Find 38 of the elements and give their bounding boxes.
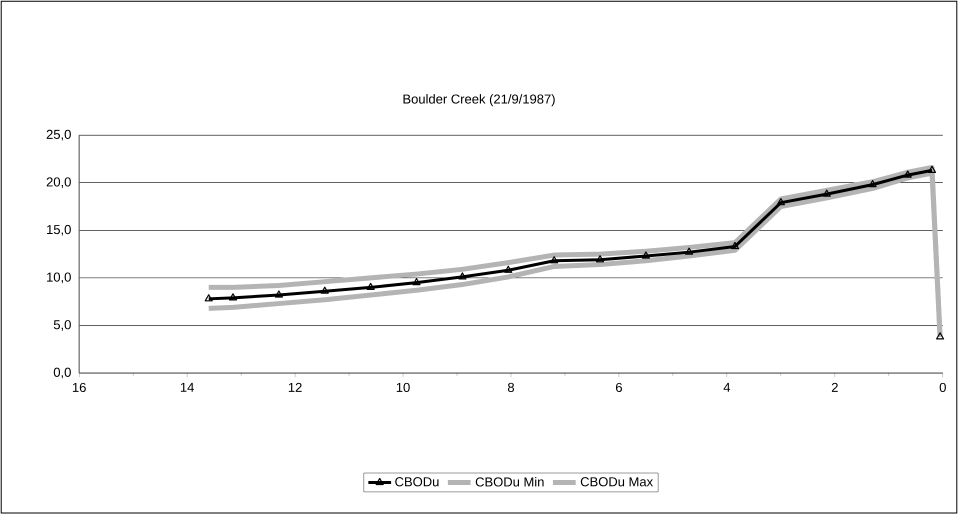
point	[504, 266, 512, 273]
y-tick-label: 25,0	[46, 130, 71, 140]
y-tick-label: 15,0	[47, 224, 71, 236]
x-tick-label: 12	[288, 382, 302, 392]
point	[412, 278, 421, 286]
y-tick-label: 5,0	[54, 320, 71, 331]
x-tick-label: 10	[396, 382, 410, 392]
point	[596, 255, 604, 262]
point	[274, 290, 283, 298]
point	[320, 286, 329, 294]
point	[776, 198, 785, 206]
point	[822, 189, 831, 197]
point	[366, 282, 375, 290]
x-tick-label: 6	[616, 382, 622, 392]
x-tick-label: 4	[724, 382, 730, 392]
point	[730, 242, 740, 249]
x-tick-label: 2	[832, 382, 838, 392]
point	[204, 294, 213, 302]
point	[868, 180, 877, 188]
legend-label: CBODu Min	[476, 476, 544, 486]
y-tick-label: 0,0	[54, 368, 71, 378]
point	[928, 166, 936, 173]
point	[904, 170, 912, 178]
chart-title: Boulder Creek (21/9/1987)	[404, 94, 555, 106]
x-tick-label: 8	[508, 382, 514, 392]
point	[936, 332, 944, 340]
y-tick-label: 20,0	[46, 177, 71, 188]
point	[642, 251, 650, 259]
point	[458, 272, 466, 280]
point	[228, 293, 238, 300]
x-tick-label: 14	[180, 382, 194, 392]
legend-label: CBODu Max	[580, 477, 653, 486]
y-tick-label: 10,0	[47, 272, 71, 284]
point	[550, 256, 558, 264]
x-tick-label: 0	[940, 382, 946, 392]
x-tick-label: 16	[72, 382, 86, 392]
legend-label: CBODu	[395, 477, 439, 486]
point	[685, 248, 694, 255]
